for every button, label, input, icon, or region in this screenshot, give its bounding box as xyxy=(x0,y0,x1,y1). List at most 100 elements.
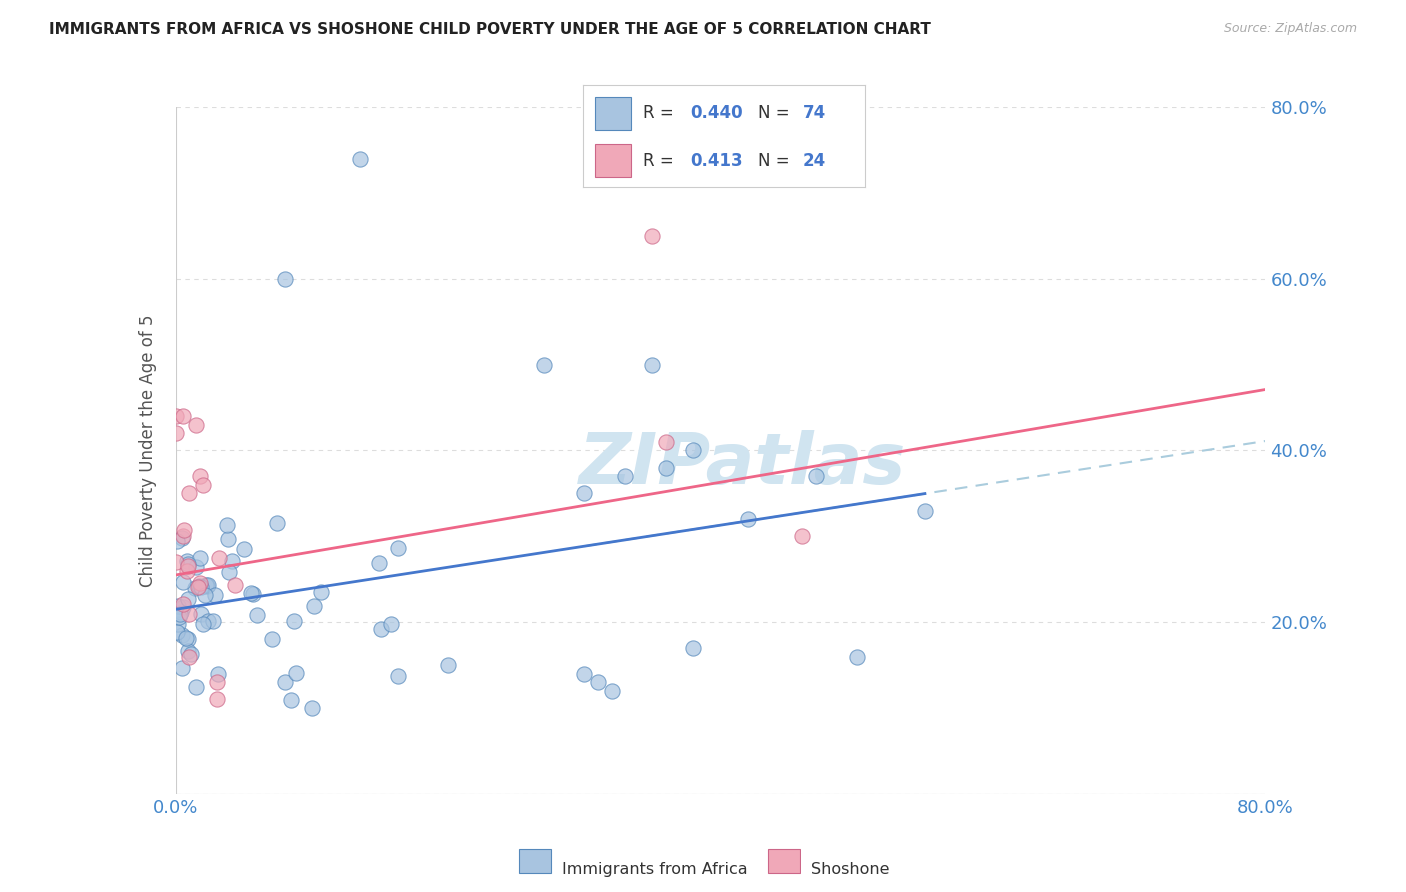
Point xyxy=(655,434,678,449)
Point xyxy=(387,668,409,682)
Point xyxy=(233,542,256,557)
Point xyxy=(737,512,759,526)
Point xyxy=(170,660,193,674)
Point xyxy=(283,614,305,628)
Point xyxy=(188,469,211,483)
Point xyxy=(197,614,219,628)
Point xyxy=(600,683,623,698)
Point xyxy=(174,631,197,645)
Point xyxy=(188,575,211,590)
Point xyxy=(177,592,200,607)
Point xyxy=(180,647,202,661)
Point xyxy=(641,358,664,372)
Point xyxy=(274,675,297,690)
Text: R =: R = xyxy=(643,104,679,122)
Point xyxy=(176,643,198,657)
Point xyxy=(177,557,200,571)
Point xyxy=(262,632,284,646)
Point xyxy=(193,588,215,602)
Point xyxy=(177,559,200,574)
Point xyxy=(186,417,208,432)
Point xyxy=(309,584,332,599)
Text: ZIPatlas: ZIPatlas xyxy=(579,430,905,499)
Point xyxy=(166,617,188,632)
Point xyxy=(172,599,194,614)
Point xyxy=(197,577,219,591)
Point xyxy=(166,625,188,640)
Point xyxy=(205,675,228,690)
Point xyxy=(274,271,297,285)
Point xyxy=(170,605,193,619)
Point xyxy=(167,599,190,614)
Point xyxy=(179,649,201,664)
Text: Shoshone: Shoshone xyxy=(811,863,890,877)
Point xyxy=(172,529,194,543)
Point xyxy=(190,607,212,622)
Point xyxy=(172,574,194,589)
Point xyxy=(177,632,200,647)
Point xyxy=(682,443,704,458)
Point xyxy=(574,486,596,500)
Point xyxy=(914,503,936,517)
Point xyxy=(845,649,868,664)
Point xyxy=(221,554,243,568)
Point xyxy=(188,579,211,593)
Point xyxy=(186,560,208,574)
Text: 0.440: 0.440 xyxy=(690,104,742,122)
Point xyxy=(204,588,226,602)
Point xyxy=(173,523,195,537)
Point xyxy=(179,486,201,500)
Point xyxy=(179,607,201,621)
Point xyxy=(165,426,187,441)
Point xyxy=(217,532,239,546)
Point xyxy=(172,531,194,545)
FancyBboxPatch shape xyxy=(595,145,631,177)
Point xyxy=(792,529,814,543)
Point xyxy=(208,551,231,566)
Point xyxy=(242,587,264,601)
Text: N =: N = xyxy=(758,152,794,169)
Point xyxy=(201,614,224,628)
Point xyxy=(187,580,209,594)
Text: N =: N = xyxy=(758,104,794,122)
Point xyxy=(169,607,191,621)
Text: R =: R = xyxy=(643,152,679,169)
Point xyxy=(240,586,263,600)
Point xyxy=(173,598,195,612)
Point xyxy=(165,555,187,569)
Point xyxy=(195,578,218,592)
Point xyxy=(165,409,187,423)
Text: 74: 74 xyxy=(803,104,827,122)
Text: Source: ZipAtlas.com: Source: ZipAtlas.com xyxy=(1223,22,1357,36)
Point xyxy=(682,640,704,655)
Point xyxy=(176,554,198,568)
Point xyxy=(380,616,402,631)
Text: IMMIGRANTS FROM AFRICA VS SHOSHONE CHILD POVERTY UNDER THE AGE OF 5 CORRELATION : IMMIGRANTS FROM AFRICA VS SHOSHONE CHILD… xyxy=(49,22,931,37)
Point xyxy=(285,665,308,680)
Point xyxy=(301,701,323,715)
Point xyxy=(224,578,246,592)
Point xyxy=(614,469,637,483)
Point xyxy=(574,666,596,681)
Point xyxy=(184,581,207,595)
Point xyxy=(304,599,326,614)
Text: 24: 24 xyxy=(803,152,827,169)
Point xyxy=(184,681,207,695)
Bar xyxy=(768,849,800,873)
Point xyxy=(205,692,228,706)
Point xyxy=(641,228,664,243)
Point xyxy=(215,517,238,532)
Point xyxy=(218,566,240,580)
Point xyxy=(195,578,218,592)
Point xyxy=(191,616,214,631)
Point xyxy=(166,534,188,549)
Bar xyxy=(519,849,551,873)
Point xyxy=(586,675,609,690)
Text: Immigrants from Africa: Immigrants from Africa xyxy=(562,863,748,877)
Point xyxy=(172,409,194,423)
Point xyxy=(190,580,212,594)
Point xyxy=(207,667,229,681)
Point xyxy=(246,607,269,622)
Text: 0.413: 0.413 xyxy=(690,152,742,169)
Point xyxy=(387,541,409,555)
